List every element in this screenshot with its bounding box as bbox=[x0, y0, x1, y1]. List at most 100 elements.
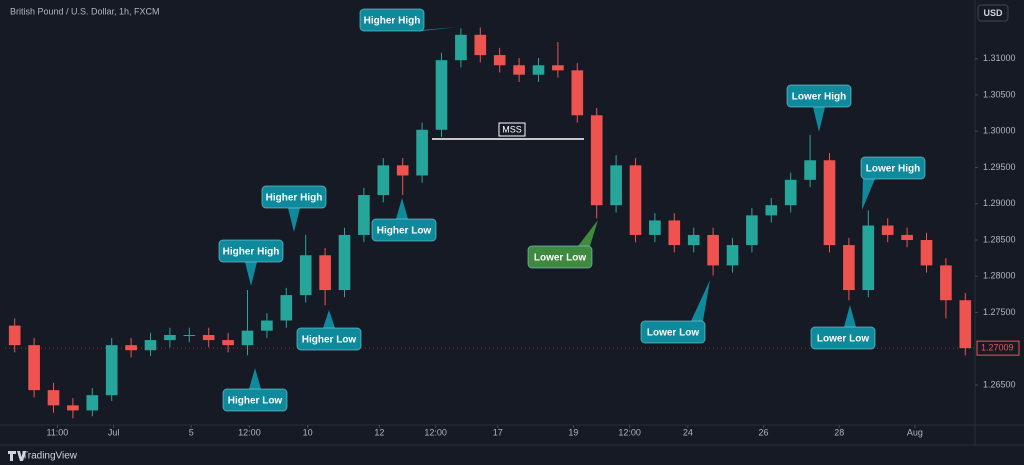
x-tick-label: 19 bbox=[568, 427, 578, 437]
annotation-pointer bbox=[844, 305, 856, 327]
annotation-pointer bbox=[813, 107, 825, 132]
annotation-label: Higher High bbox=[266, 193, 323, 204]
candle-body bbox=[823, 160, 836, 246]
candle-body bbox=[319, 255, 331, 291]
brand: TradingView bbox=[22, 451, 78, 462]
x-tick-label: 11:00 bbox=[46, 427, 68, 437]
annotation: Lower Low bbox=[810, 305, 876, 350]
candle-body bbox=[629, 165, 642, 235]
candle-body bbox=[222, 340, 234, 346]
annotation: Higher High bbox=[218, 239, 284, 286]
candle-body bbox=[532, 65, 545, 75]
x-tick-label: 12:00 bbox=[618, 427, 641, 437]
candle-body bbox=[571, 70, 584, 116]
currency-button[interactable] bbox=[977, 4, 1009, 22]
annotation: Higher Low bbox=[296, 310, 362, 351]
x-tick-label: 12:00 bbox=[238, 427, 261, 437]
annotation-pointer bbox=[578, 220, 598, 246]
annotation-label: Lower Low bbox=[817, 334, 869, 345]
y-tick-label: 1.29500 bbox=[983, 162, 1016, 172]
candle-body bbox=[280, 295, 293, 321]
annotation-label: Lower Low bbox=[534, 253, 586, 264]
candle-body bbox=[125, 345, 137, 351]
candle-body bbox=[610, 165, 622, 206]
candle-body bbox=[687, 234, 700, 246]
annotation-label: Higher High bbox=[364, 16, 421, 27]
candle-body bbox=[28, 345, 40, 391]
x-tick-label: 24 bbox=[683, 427, 693, 437]
annotation-box bbox=[371, 218, 437, 242]
annotation-label: Lower High bbox=[866, 164, 920, 175]
annotation-box bbox=[640, 320, 706, 344]
x-tick-label: 12 bbox=[374, 427, 384, 437]
x-tick-label: Jul bbox=[108, 427, 120, 437]
candle-body bbox=[241, 330, 254, 346]
candle-body bbox=[47, 390, 60, 406]
candle-body bbox=[493, 55, 506, 66]
candle-body bbox=[435, 60, 448, 130]
y-tick-label: 1.28500 bbox=[983, 234, 1016, 244]
candle-body bbox=[144, 340, 157, 351]
candle-body bbox=[202, 335, 215, 341]
annotation-box bbox=[527, 245, 593, 269]
candle-body bbox=[552, 65, 564, 71]
annotation-pointer bbox=[691, 280, 710, 321]
mss-box bbox=[498, 122, 526, 137]
annotation-box bbox=[810, 326, 876, 350]
annotation-pointer bbox=[323, 310, 335, 328]
candle-body bbox=[959, 300, 972, 349]
candle-body bbox=[358, 195, 370, 235]
annotation-label: Higher Low bbox=[228, 396, 283, 407]
annotation-box bbox=[222, 388, 288, 412]
annotation-pointer bbox=[862, 179, 875, 210]
candle-body bbox=[513, 65, 525, 75]
candle-body bbox=[86, 395, 99, 411]
x-tick-label: 5 bbox=[189, 427, 194, 437]
annotation: Higher Low bbox=[371, 198, 437, 242]
x-tick-label: 28 bbox=[834, 427, 844, 437]
x-tick-label: 26 bbox=[759, 427, 769, 437]
x-tick-label: 17 bbox=[493, 427, 503, 437]
candle-body bbox=[920, 240, 933, 266]
annotation-label: Higher Low bbox=[377, 226, 432, 237]
candle-body bbox=[67, 405, 79, 411]
annotation-box bbox=[786, 84, 852, 108]
mss-label: MSS bbox=[502, 124, 522, 134]
y-tick-label: 1.26500 bbox=[983, 379, 1016, 389]
annotation-label: Higher High bbox=[223, 247, 280, 258]
last-price-box bbox=[976, 340, 1020, 356]
annotation-box bbox=[860, 156, 926, 180]
annotation-pointer bbox=[249, 368, 261, 389]
candle-body bbox=[416, 129, 428, 176]
candle-body bbox=[668, 220, 681, 246]
x-tick-label: 10 bbox=[303, 427, 313, 437]
annotation-box bbox=[261, 185, 327, 209]
candle-body bbox=[881, 225, 894, 235]
currency[interactable]: USD bbox=[983, 8, 1003, 18]
annotation: Lower Low bbox=[640, 280, 710, 344]
annotation-pointer bbox=[396, 198, 408, 219]
candle-body bbox=[261, 320, 273, 331]
annotation-label: Higher Low bbox=[302, 335, 357, 346]
y-tick-label: 1.30500 bbox=[983, 89, 1016, 99]
candle-body bbox=[455, 34, 467, 61]
candle-body bbox=[299, 255, 312, 296]
candle-body bbox=[726, 245, 739, 266]
y-tick-label: 1.29000 bbox=[983, 198, 1016, 208]
x-tick-label: Aug bbox=[907, 427, 923, 437]
candle-body bbox=[8, 325, 21, 346]
candle-body bbox=[183, 335, 196, 337]
candle-body bbox=[396, 165, 409, 176]
annotation-label: Lower Low bbox=[647, 328, 699, 339]
candle-body bbox=[474, 34, 487, 56]
annotation: Higher Low bbox=[222, 368, 288, 412]
candle-body bbox=[843, 245, 855, 291]
y-tick-label: 1.31000 bbox=[983, 53, 1016, 63]
annotation-pointer bbox=[288, 208, 300, 232]
x-tick-label: 12:00 bbox=[424, 427, 447, 437]
candle-body bbox=[862, 225, 875, 291]
annotation: Lower High bbox=[786, 84, 852, 132]
y-tick-label: 1.28000 bbox=[983, 271, 1016, 281]
